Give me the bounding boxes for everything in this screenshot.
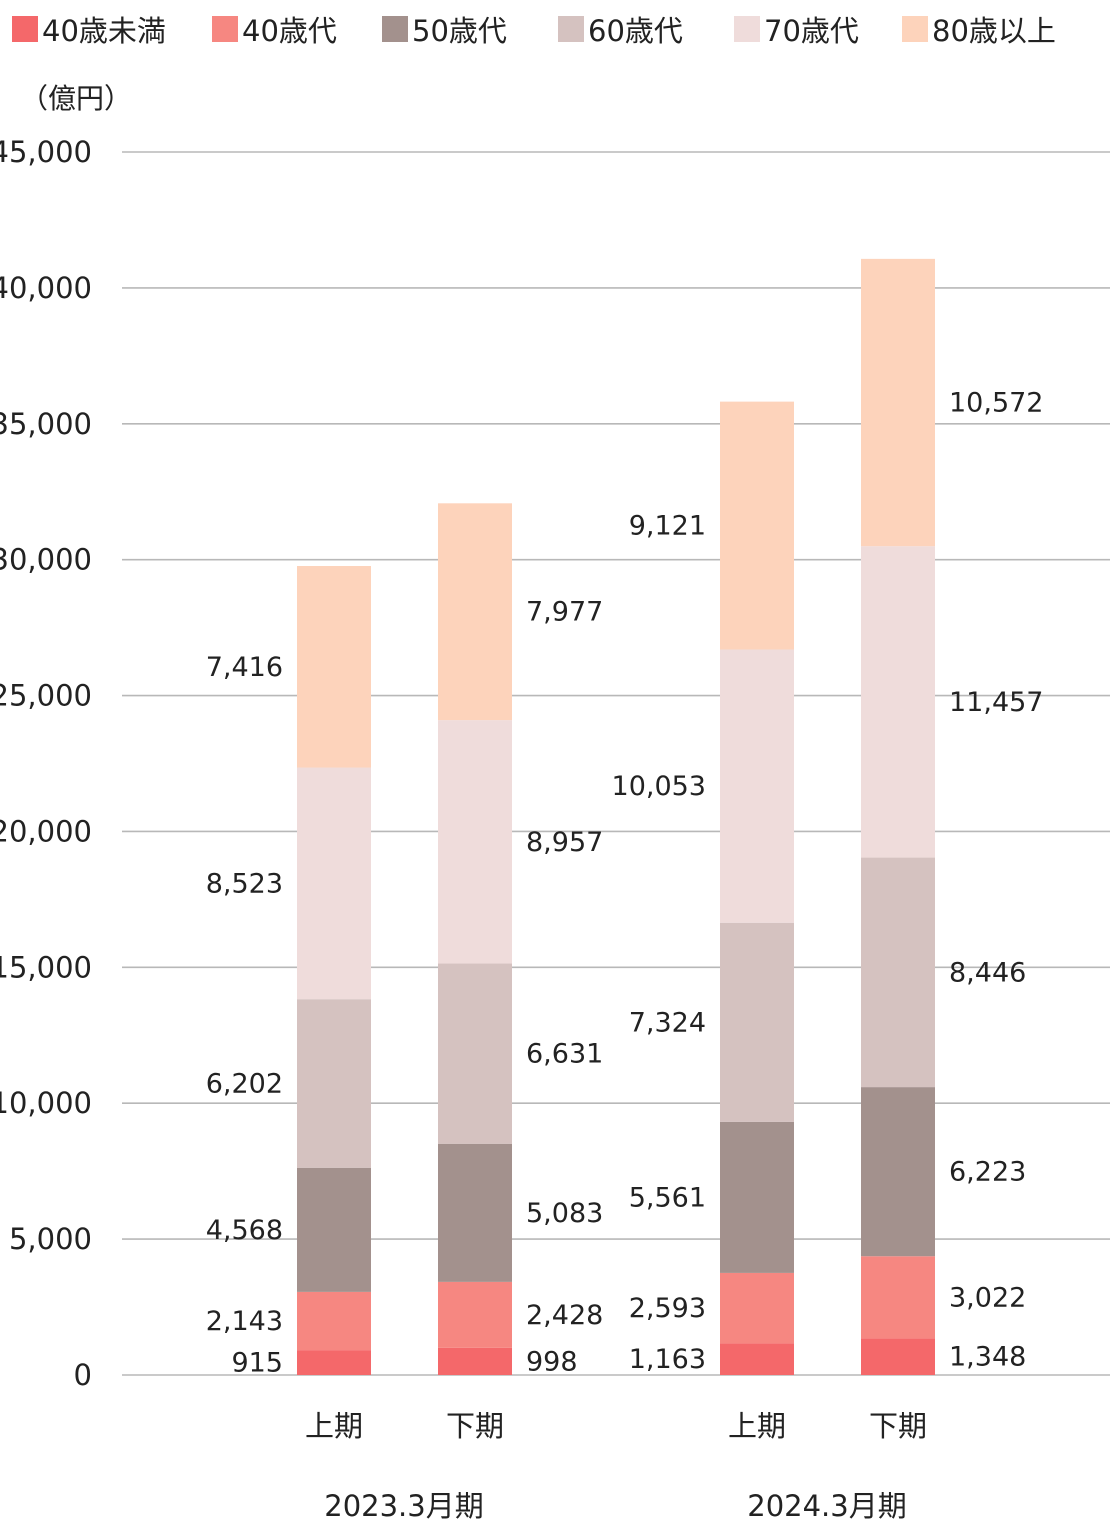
data-label: 7,324 xyxy=(629,1007,706,1038)
y-tick-label: 0 xyxy=(74,1358,92,1392)
legend-label: 80歳以上 xyxy=(932,14,1056,48)
data-label: 9,121 xyxy=(629,511,706,542)
x-category-label: 下期 xyxy=(869,1409,927,1443)
bar-segment xyxy=(297,767,371,1000)
y-tick-label: 45,000 xyxy=(0,135,92,169)
bar-segment xyxy=(720,401,794,650)
legend-swatch xyxy=(902,16,928,42)
bar-segment xyxy=(861,1256,935,1339)
x-category-label: 下期 xyxy=(446,1409,504,1443)
y-tick-label: 20,000 xyxy=(0,814,92,848)
x-group-label: 2024.3月期 xyxy=(747,1489,906,1523)
y-tick-label: 35,000 xyxy=(0,407,92,441)
data-label: 8,446 xyxy=(949,957,1026,988)
data-label: 2,143 xyxy=(206,1306,283,1337)
data-label: 10,053 xyxy=(612,771,706,802)
bar-segment xyxy=(297,1350,371,1375)
data-label: 4,568 xyxy=(206,1215,283,1246)
bar-segment xyxy=(720,922,794,1122)
legend-label: 70歳代 xyxy=(764,14,859,48)
bar-segment xyxy=(438,1143,512,1282)
bar-segment xyxy=(297,999,371,1168)
data-label: 7,416 xyxy=(206,652,283,683)
data-label: 6,202 xyxy=(206,1068,283,1099)
data-label: 5,561 xyxy=(629,1182,706,1213)
gridlines xyxy=(122,151,1110,1376)
data-label: 8,523 xyxy=(206,868,283,899)
data-label: 2,593 xyxy=(629,1293,706,1324)
legend-label: 50歳代 xyxy=(412,14,507,48)
bar-segment xyxy=(438,963,512,1144)
bar-segment xyxy=(297,1167,371,1292)
bar-segment xyxy=(720,1343,794,1375)
x-group-label: 2023.3月期 xyxy=(324,1489,483,1523)
bar-segment xyxy=(720,649,794,923)
bar-segment xyxy=(861,546,935,858)
bar-segment xyxy=(438,1281,512,1348)
data-label: 10,572 xyxy=(949,388,1043,419)
data-labels: 915 2,143 4,568 6,202 8,523 7,416 998 2,428 5,08… xyxy=(206,388,1044,1379)
data-label: 11,457 xyxy=(949,687,1043,718)
data-label: 7,977 xyxy=(526,597,603,628)
y-tick-label: 10,000 xyxy=(0,1086,92,1120)
bar-segment xyxy=(297,565,371,768)
y-tick-label: 15,000 xyxy=(0,950,92,984)
data-label: 2,428 xyxy=(526,1300,603,1331)
bar-segment xyxy=(438,503,512,721)
data-label: 6,631 xyxy=(526,1039,603,1070)
y-tick-label: 30,000 xyxy=(0,543,92,577)
x-category-label: 上期 xyxy=(728,1409,786,1443)
data-label: 1,163 xyxy=(629,1344,706,1375)
legend-swatch xyxy=(382,16,408,42)
legend-swatch xyxy=(212,16,238,42)
bar-segment xyxy=(861,1087,935,1257)
bar-segment xyxy=(720,1272,794,1344)
bar-segment xyxy=(297,1291,371,1351)
data-label: 6,223 xyxy=(949,1157,1026,1188)
data-label: 8,957 xyxy=(526,827,603,858)
x-category-label: 上期 xyxy=(305,1409,363,1443)
legend-swatch xyxy=(734,16,760,42)
bars xyxy=(297,258,935,1375)
bar-segment xyxy=(861,1338,935,1375)
y-tick-label: 5,000 xyxy=(9,1222,92,1256)
y-tick-label: 40,000 xyxy=(0,271,92,305)
y-tick-label: 25,000 xyxy=(0,679,92,713)
data-label: 1,348 xyxy=(949,1342,1026,1373)
legend-label: 40歳代 xyxy=(242,14,337,48)
y-axis-unit-label: （億円） xyxy=(20,82,132,115)
legend-swatch xyxy=(12,16,38,42)
bar-segment xyxy=(438,1347,512,1375)
legend-swatch xyxy=(558,16,584,42)
x-axis-groups: 2023.3月期 2024.3月期 xyxy=(324,1489,906,1523)
bar-segment xyxy=(720,1121,794,1273)
data-label: 5,083 xyxy=(526,1198,603,1229)
data-label: 915 xyxy=(231,1348,283,1379)
y-axis-ticks: 0 5,000 10,000 15,000 20,000 25,000 30,000 35,0… xyxy=(0,135,92,1392)
legend-label: 40歳未満 xyxy=(42,14,166,48)
legend-label: 60歳代 xyxy=(588,14,683,48)
bar-segment xyxy=(438,720,512,964)
bar-segment xyxy=(861,258,935,547)
x-axis-categories: 上期 下期 上期 下期 xyxy=(305,1409,927,1443)
legend: 40歳未満 40歳代 50歳代 60歳代 70歳代 80歳以上 xyxy=(12,14,1056,48)
data-label: 998 xyxy=(526,1346,578,1377)
data-label: 3,022 xyxy=(949,1282,1026,1313)
bar-segment xyxy=(861,857,935,1088)
